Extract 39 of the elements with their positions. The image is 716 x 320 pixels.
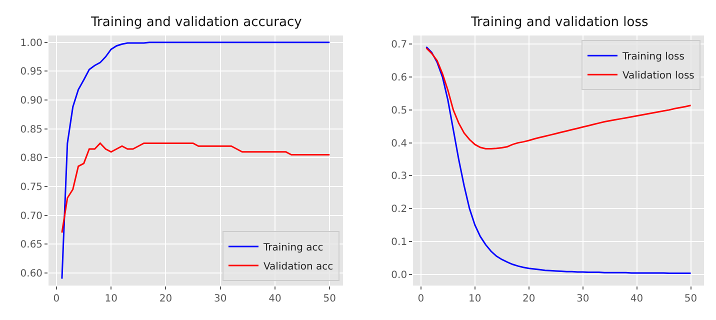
x-tick-label: 40 [268,294,282,305]
y-tick-label: 0.80 [20,153,43,164]
y-tick-label: 0.75 [20,182,43,193]
y-tick-label: 0.4 [391,138,408,150]
legend-label: Training loss [621,51,684,62]
y-tick-label: 0.3 [391,171,408,182]
y-tick-label: 0.2 [391,204,408,216]
line-series [426,46,692,274]
x-tick-label: 10 [468,294,482,305]
y-tick-label: 0.65 [20,240,43,251]
line-series [61,142,330,234]
y-tick-label: 0.7 [391,40,408,51]
x-tick-label: 50 [684,294,698,305]
legend-label: Validation acc [263,261,334,272]
x-tick-label: 20 [522,294,536,305]
y-tick-label: 0.95 [20,66,43,78]
legend-label: Training acc [262,242,324,254]
legend-label: Validation loss [622,70,694,82]
x-tick-label: 0 [418,294,424,305]
x-tick-label: 40 [630,294,644,305]
chart-title: Training and validation loss [470,15,648,30]
x-tick-label: 30 [214,294,227,305]
y-tick-label: 0.60 [20,268,43,280]
y-tick-label: 1.00 [20,38,43,49]
x-tick-label: 50 [323,294,336,305]
y-tick-label: 0.0 [391,270,408,281]
y-tick-label: 0.85 [20,124,43,136]
y-tick-label: 0.6 [391,72,408,84]
x-tick-label: 10 [104,294,118,305]
line-series [61,42,330,280]
y-tick-label: 0.1 [391,236,408,248]
x-tick-label: 0 [53,294,60,305]
x-tick-label: 30 [576,294,590,305]
chart-title: Training and validation accuracy [90,15,302,30]
y-tick-label: 0.90 [20,96,43,107]
x-tick-label: 20 [159,294,172,305]
line-series [426,47,692,150]
y-tick-label: 0.70 [20,210,43,222]
y-tick-label: 0.5 [391,105,408,116]
